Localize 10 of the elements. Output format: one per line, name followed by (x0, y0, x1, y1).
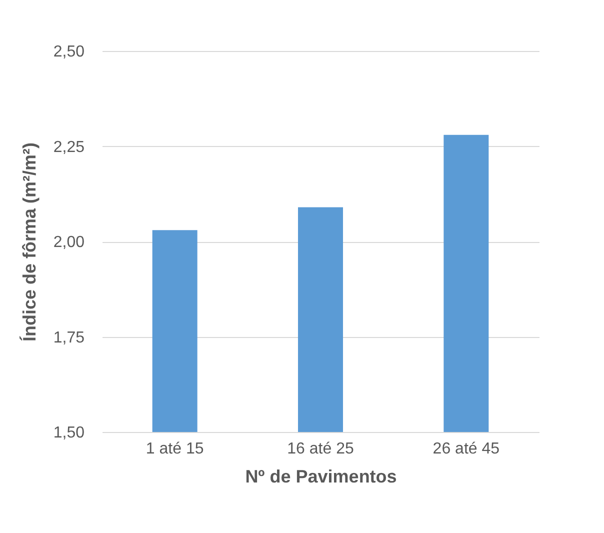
x-tick-label: 1 até 15 (146, 440, 204, 458)
y-tick-label: 2,25 (53, 138, 85, 156)
y-axis-title: Índice de fôrma (m²/m²) (19, 142, 40, 342)
y-tick-label: 1,75 (53, 329, 85, 346)
y-tick-label: 2,50 (53, 44, 85, 60)
y-tick-label: 1,50 (53, 424, 85, 442)
x-tick-label: 26 até 45 (432, 440, 500, 458)
x-tick-label: 16 até 25 (287, 440, 354, 458)
x-axis-title: Nº de Pavimentos (245, 466, 397, 486)
y-tick-label: 2,00 (53, 234, 85, 251)
